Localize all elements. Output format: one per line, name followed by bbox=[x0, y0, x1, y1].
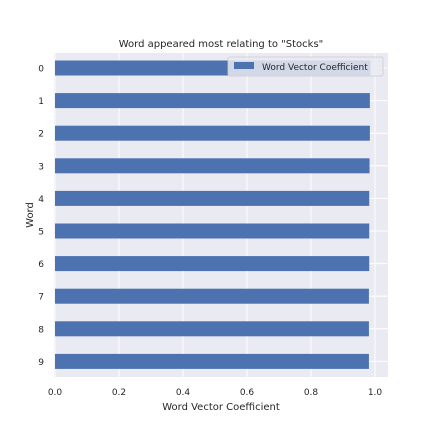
x-tick-label: 0.6 bbox=[240, 388, 255, 398]
x-tick-label: 0.0 bbox=[48, 388, 63, 398]
y-tick-label: 1 bbox=[38, 97, 44, 107]
y-tick-label: 4 bbox=[38, 195, 44, 205]
y-tick-labels: 0 1 2 3 4 5 6 7 8 9 bbox=[38, 65, 44, 368]
x-tick-label: 0.4 bbox=[176, 388, 191, 398]
y-tick-label: 8 bbox=[38, 325, 44, 335]
bar-7 bbox=[55, 288, 369, 304]
legend-box bbox=[227, 56, 384, 77]
y-tick-label: 5 bbox=[38, 228, 44, 238]
bar-1 bbox=[55, 93, 370, 109]
bar-4 bbox=[55, 190, 370, 206]
y-tick-label: 0 bbox=[38, 65, 44, 75]
bar-9 bbox=[55, 353, 369, 369]
bar-8 bbox=[55, 321, 369, 337]
bar-6 bbox=[55, 256, 370, 272]
bars bbox=[55, 60, 371, 369]
chart-title: Word appeared most relating to "Stocks" bbox=[119, 39, 324, 50]
bar-5 bbox=[55, 223, 370, 239]
y-tick-label: 9 bbox=[38, 358, 44, 368]
legend: Word Vector Coefficient bbox=[227, 56, 384, 77]
y-tick-label: 7 bbox=[38, 293, 44, 303]
y-tick-label: 3 bbox=[38, 162, 44, 172]
y-tick-label: 2 bbox=[38, 130, 44, 140]
x-tick-label: 0.2 bbox=[112, 388, 126, 398]
x-tick-label: 1.0 bbox=[368, 388, 383, 398]
x-axis-label: Word Vector Coefficient bbox=[162, 402, 280, 413]
y-axis-label: Word bbox=[25, 202, 36, 228]
legend-label: Word Vector Coefficient bbox=[262, 63, 368, 73]
y-tick-label: 6 bbox=[38, 260, 44, 270]
x-tick-labels: 0.0 0.2 0.4 0.6 0.8 1.0 bbox=[48, 388, 383, 398]
x-tick-label: 0.8 bbox=[304, 388, 319, 398]
bar-3 bbox=[55, 158, 370, 174]
bar-2 bbox=[55, 125, 370, 141]
legend-swatch bbox=[234, 62, 254, 69]
